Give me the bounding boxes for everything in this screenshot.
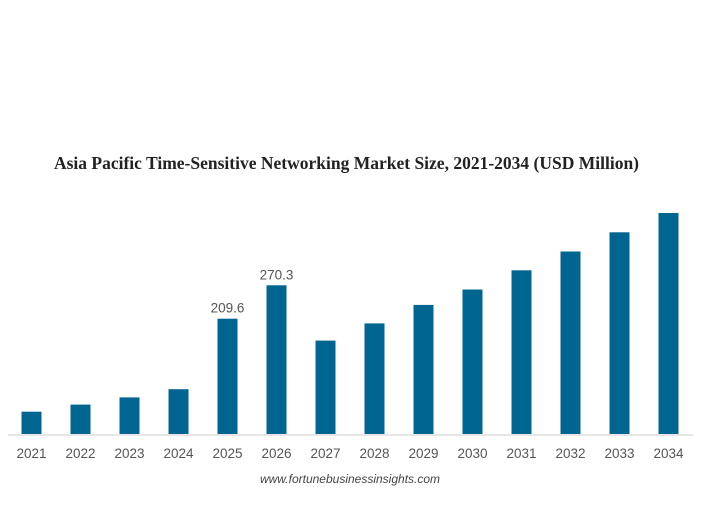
x-tick-label-2028: 2028 <box>359 446 389 461</box>
x-tick-label-2027: 2027 <box>310 446 340 461</box>
x-tick-label-2034: 2034 <box>653 446 684 461</box>
x-tick-label-2026: 2026 <box>261 446 291 461</box>
bar-2027 <box>315 340 336 434</box>
x-tick-label-2025: 2025 <box>212 446 242 461</box>
bar-2024 <box>168 389 189 434</box>
x-tick-label-2029: 2029 <box>408 446 438 461</box>
bar-2021 <box>21 411 42 434</box>
x-tick-label-2031: 2031 <box>506 446 536 461</box>
x-tick-label-2030: 2030 <box>457 446 487 461</box>
x-tick-label-2021: 2021 <box>16 446 46 461</box>
bar-2034 <box>658 213 679 434</box>
x-tick-label-2023: 2023 <box>114 446 144 461</box>
bar-2022 <box>70 404 91 434</box>
x-tick-label-2024: 2024 <box>163 446 194 461</box>
source-text: www.fortunebusinessinsights.com <box>259 472 441 486</box>
x-tick-labels: 2021 2022 2023 2024 2025 2026 2027 2028 2029 2030… <box>16 446 684 461</box>
bar-2033 <box>609 232 630 434</box>
bar-2028 <box>364 323 385 434</box>
x-tick-label-2032: 2032 <box>555 446 585 461</box>
bar-2032 <box>560 251 581 434</box>
bar-2030 <box>462 289 483 434</box>
data-label-2026: 270.3 <box>260 267 294 282</box>
chart-title: Asia Pacific Time-Sensitive Networking M… <box>53 153 640 173</box>
bar-2029 <box>413 304 434 434</box>
bar-2026 <box>266 285 287 434</box>
data-labels: 209.6 270.3 <box>211 267 294 315</box>
bar-2023 <box>119 397 140 434</box>
x-tick-label-2033: 2033 <box>604 446 634 461</box>
x-tick-label-2022: 2022 <box>65 446 95 461</box>
bars-group <box>21 213 679 434</box>
bar-2031 <box>511 270 532 434</box>
bar-2025 <box>217 318 238 434</box>
data-label-2025: 209.6 <box>211 301 245 316</box>
